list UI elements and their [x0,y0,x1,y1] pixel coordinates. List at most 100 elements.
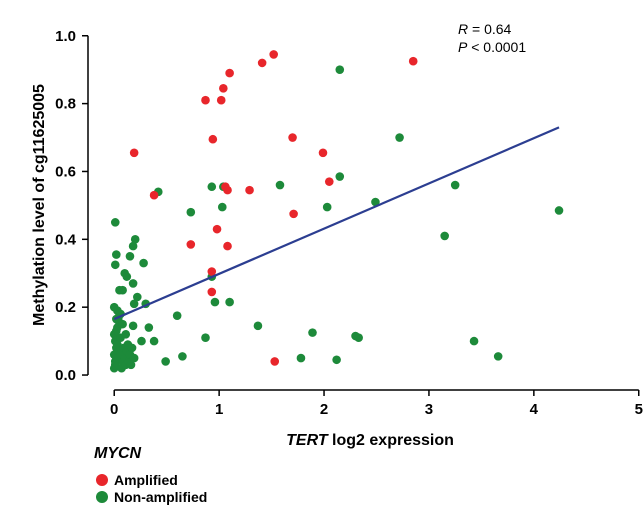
non-amplified-point [440,231,449,241]
amplified-point [324,177,334,186]
non-amplified-point [139,258,148,268]
non-amplified-point [133,292,142,302]
non-amplified-point [126,360,136,370]
amplified-point [288,133,297,142]
p-value: < 0.0001 [467,39,526,55]
y-tick-label: 1.0 [55,28,76,45]
non-amplified-point [161,357,170,366]
non-amplified-point [371,197,380,207]
non-amplified-point [186,207,196,217]
non-amplified-point [128,321,138,331]
non-amplified-point [210,297,220,307]
amplified-point [225,68,234,78]
non-amplified-point [178,352,187,361]
amplified-point [223,185,232,195]
non-amplified-point [130,235,140,244]
x-tick-label: 0 [110,401,118,418]
legend-title: MYCN [94,445,142,462]
non-amplified-point [172,311,182,320]
amplified-point [408,56,418,66]
x-axis-title-italic: TERT [286,432,329,449]
amplified-point [219,84,228,93]
non-amplified-point [149,336,159,346]
non-amplified-point [110,218,120,227]
non-amplified-point [110,360,120,370]
non-amplified-point [110,260,120,270]
p-symbol: P [458,39,468,55]
non-amplified-point [335,172,345,181]
non-amplified-point [201,333,210,343]
y-tick-label: 0.8 [55,96,76,113]
x-tick-label: 2 [320,401,328,418]
non-amplified-point [144,323,154,332]
legend-marker-amplified [96,474,108,486]
non-amplified-point [128,241,138,251]
y-tick-label: 0.2 [55,299,76,316]
amplified-point [129,148,139,158]
non-amplified-point [354,333,363,343]
non-amplified-point [118,285,127,295]
non-amplified-point [253,321,263,331]
non-amplified-point [554,206,564,215]
amplified-point [201,95,210,105]
amplified-point [269,50,278,59]
non-amplified-point [395,133,404,142]
amplified-point [207,287,217,297]
non-amplified-point [207,182,217,192]
amplified-point [318,148,328,158]
non-amplified-point [322,202,332,212]
non-amplified-point [332,355,341,365]
legend-marker-non-amplified [96,491,108,503]
non-amplified-point [118,319,127,329]
legend-label-amplified: Amplified [114,472,178,488]
x-axis-title: TERT log2 expression [286,432,454,449]
non-amplified-point [217,202,227,212]
r-symbol: R [458,21,468,37]
non-amplified-point [129,299,139,309]
amplified-point [186,240,196,249]
x-tick-label: 3 [425,401,433,418]
x-tick-label: 4 [530,401,539,418]
amplified-point [223,241,232,251]
r-value: = 0.64 [468,21,511,37]
non-amplified-point [112,326,121,336]
r-stat: R = 0.64 [458,21,512,37]
non-amplified-point [275,180,285,190]
non-amplified-point [122,272,132,281]
non-amplified-point [137,336,146,346]
amplified-point [245,185,254,195]
non-amplified-point [296,353,306,363]
non-amplified-point [493,352,503,361]
y-tick-label: 0.4 [55,231,77,248]
x-axis-title-rest: log2 expression [328,432,454,449]
p-stat: P < 0.0001 [458,39,526,55]
non-amplified-point [129,353,139,363]
x-tick-label: 5 [635,401,643,418]
amplified-point [270,357,280,366]
x-tick-label: 1 [215,401,223,418]
non-amplified-point [125,251,135,261]
amplified-point [257,58,267,68]
amplified-point [207,267,217,276]
y-axis-title: Methylation level of cg11625005 [31,84,48,326]
amplified-point [212,224,222,234]
non-amplified-point [469,336,479,346]
x-axis: 0 1 2 3 4 5 [110,389,643,418]
non-amplified-point [112,250,121,259]
non-amplified-point [450,180,460,190]
non-amplified-point [308,328,317,337]
non-amplified-point [335,65,345,74]
legend-label-non-amplified: Non-amplified [114,489,207,505]
amplified-point [216,95,226,105]
non-amplified-point [128,279,138,288]
y-axis: 0.0 0.2 0.4 0.6 0.8 1.0 [55,28,89,384]
amplified-point [208,134,218,144]
non-amplified-point [121,330,131,339]
legend: MYCN Amplified Non-amplified [94,445,207,505]
points-layer [109,50,564,373]
amplified-point [149,190,159,200]
non-amplified-point [225,297,234,307]
amplified-point [289,209,298,219]
non-amplified-point [127,343,137,353]
